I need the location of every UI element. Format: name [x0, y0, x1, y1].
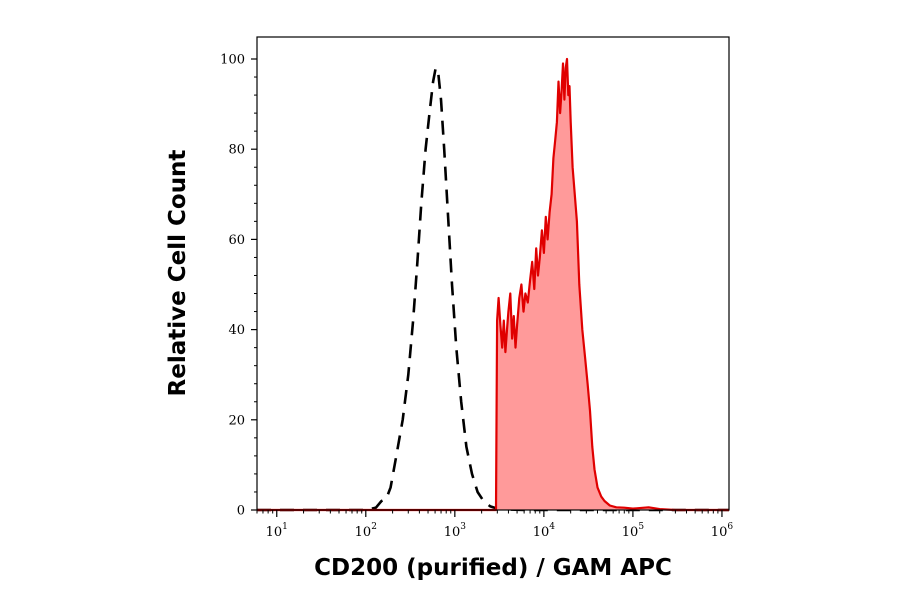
x-tick-label: 106 [711, 522, 734, 540]
x-tick-label: 103 [444, 522, 467, 540]
y-tick-label: 20 [228, 413, 245, 428]
x-tick-label: 101 [266, 522, 288, 540]
x-tick-label: 105 [622, 522, 645, 540]
x-tick-label: 102 [355, 522, 377, 540]
y-axis-title: Relative Cell Count [165, 150, 191, 397]
y-tick-label: 60 [228, 233, 245, 248]
plot-frame [256, 36, 730, 511]
x-axis: 101 102 103 104 105 106 [256, 510, 734, 540]
y-tick-label: 0 [237, 504, 245, 519]
y-axis: 0 20 40 60 80 100 [220, 53, 257, 519]
x-axis-title: CD200 (purified) / GAM APC [314, 555, 672, 581]
y-tick-label: 40 [228, 323, 245, 338]
series-0-line [257, 66, 729, 512]
y-tick-label: 100 [220, 53, 245, 68]
y-tick-label: 80 [228, 143, 245, 158]
series-layer [257, 57, 729, 512]
series-1-line [257, 57, 729, 512]
x-tick-label: 104 [533, 522, 556, 540]
